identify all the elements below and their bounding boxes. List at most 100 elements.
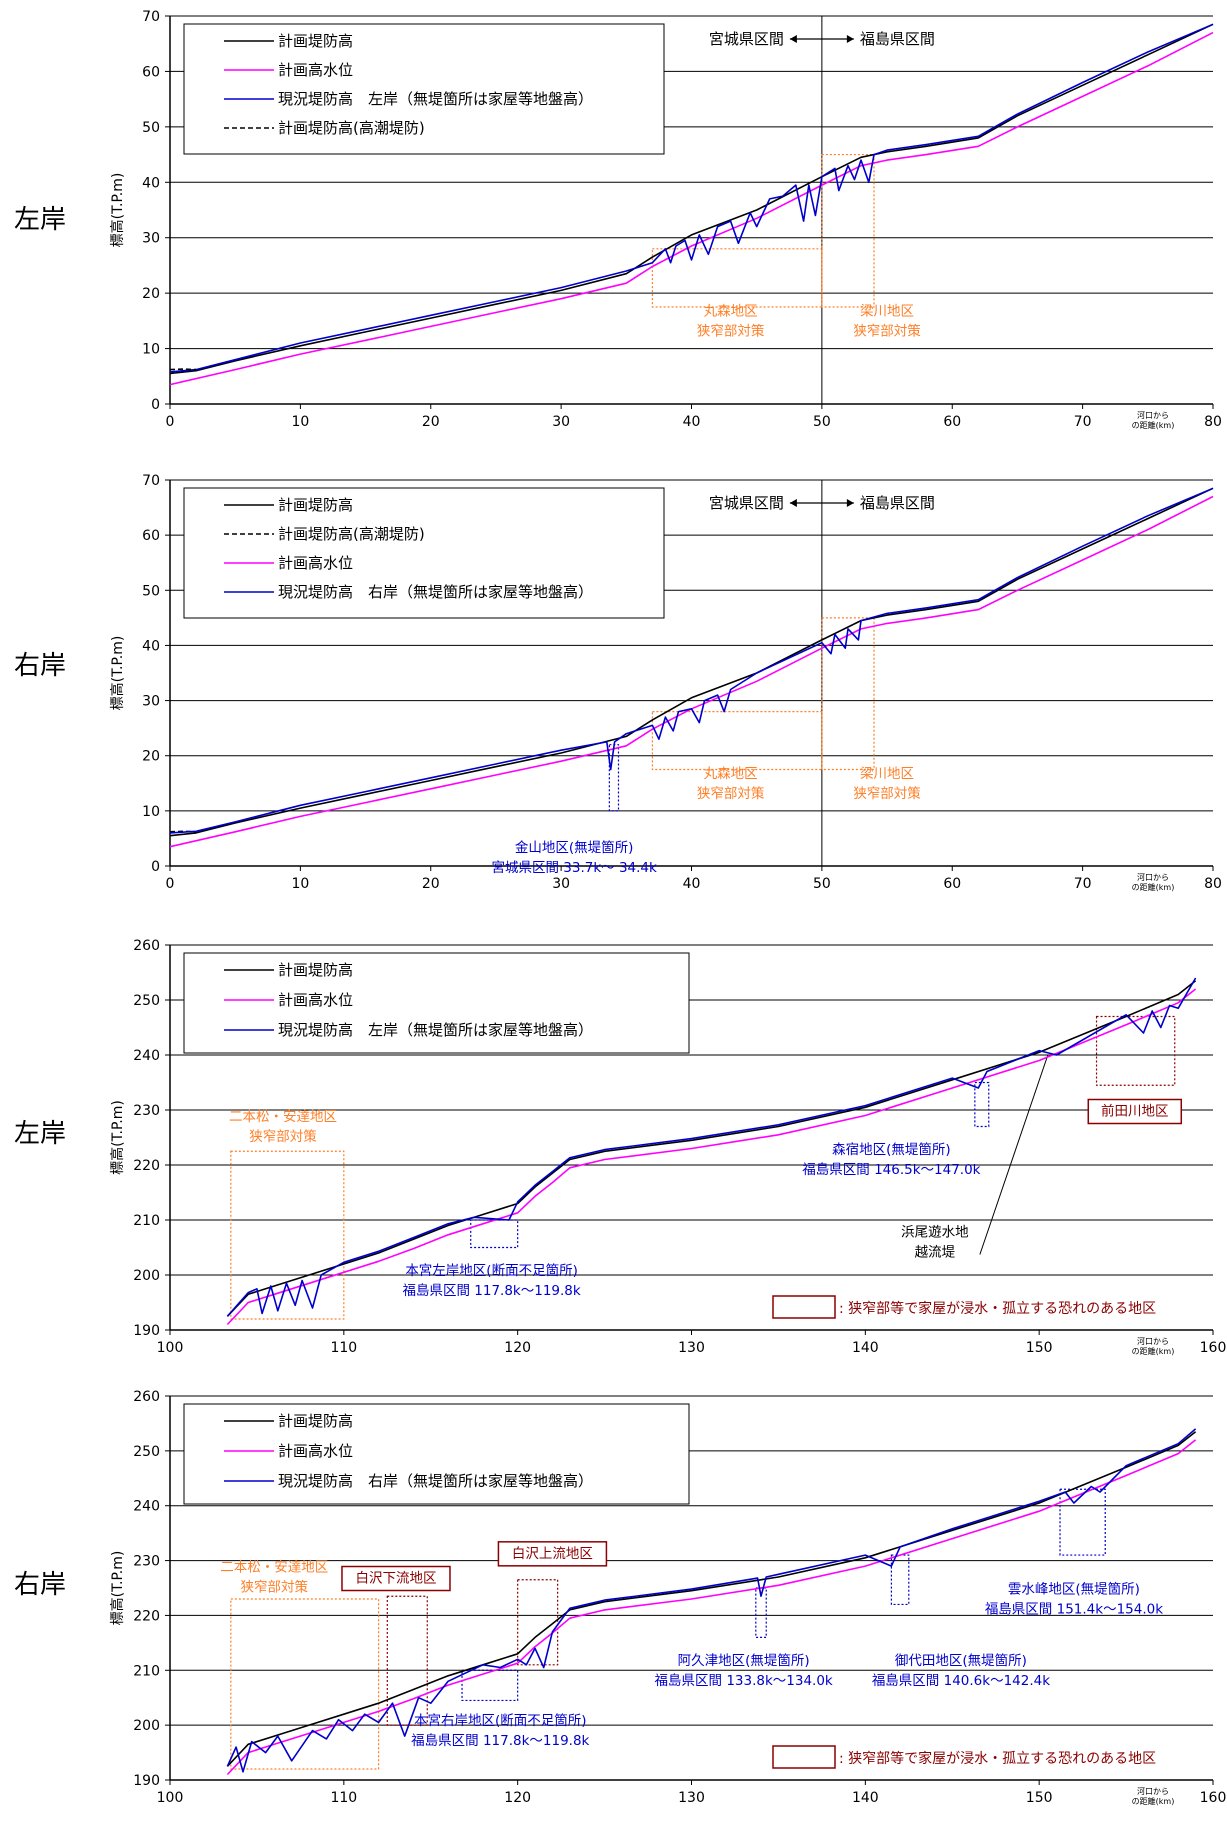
series-line-1 [169,23,1214,375]
y-tick-label: 40 [142,175,160,191]
series-line-1 [226,1431,1197,1767]
legend-label: 計画堤防高 [278,1412,353,1430]
x-tick-label: 80 [1204,414,1222,430]
key-swatch [772,1745,836,1769]
boundary-left-label: 宮城県区間 [709,494,784,512]
x-tick-label: 20 [422,876,440,892]
y-tick-label: 60 [142,64,160,80]
annotation-bracket [890,1554,910,1606]
annotation-label: 白沢上流地区 [512,1546,593,1562]
x-tick-label: 100 [157,1790,184,1806]
series-line-2 [226,988,1197,1326]
y-axis-label: 標高(T.P.m) [109,173,126,248]
x-tick-label: 110 [330,1340,357,1356]
legend-label: 現況堤防高 左岸（無堤箇所は家屋等地盤高） [278,1021,593,1039]
y-tick-label: 210 [133,1213,160,1229]
boundary-right-label: 福島県区間 [860,30,935,48]
y-tick-label: 200 [133,1718,160,1734]
legend-label: 現況堤防高 右岸（無堤箇所は家屋等地盤高） [278,583,593,601]
legend-label: 計画堤防高 [278,496,353,514]
y-tick-label: 70 [142,473,160,489]
annotation-bracket [386,1595,428,1726]
x-unit-note: の距離(km) [1132,882,1175,892]
annotation-label: 福島県区間 146.5k～147.0k [802,1162,980,1178]
x-unit-note: 河口から [1137,410,1169,420]
annotation-label: 森宿地区(無堤箇所) [832,1141,951,1158]
x-unit-note: の距離(km) [1132,420,1175,430]
annotation-label: 福島県区間 140.6k～142.4k [872,1673,1050,1689]
y-tick-label: 20 [142,286,160,302]
x-tick-label: 70 [1074,414,1092,430]
x-unit-note: 河口から [1137,1336,1169,1346]
y-tick-label: 220 [133,1158,160,1174]
x-tick-label: 60 [943,414,961,430]
annotation-label: 丸森地区 [704,303,758,319]
series-line-3 [169,23,1214,373]
annotation-label: 狭窄部対策 [853,785,921,802]
y-tick-label: 200 [133,1268,160,1284]
x-tick-label: 130 [678,1340,705,1356]
annotation-bracket [651,248,823,308]
y-tick-label: 240 [133,1048,160,1064]
annotation-label: 本宮左岸地区(断面不足箇所) [405,1262,578,1279]
annotation-label: 阿久津地区(無堤箇所) [678,1652,810,1669]
annotation-label: 浜尾遊水地 [901,1225,969,1241]
annotation-bracket [651,710,823,771]
series-line-3 [226,1428,1197,1773]
x-unit-note: 河口から [1137,872,1169,882]
annotation-label: 御代田地区(無堤箇所) [895,1652,1027,1669]
x-tick-label: 10 [291,414,309,430]
boundary-arrow-head [789,35,797,43]
y-axis-label: 標高(T.P.m) [109,636,126,711]
annotation-label: 狭窄部対策 [853,322,921,339]
y-tick-label: 70 [142,9,160,25]
x-tick-label: 150 [1026,1340,1053,1356]
annotation-label: 白沢下流地区 [355,1571,436,1587]
annotation-label: 本宮右岸地区(断面不足箇所) [414,1712,587,1729]
y-tick-label: 0 [151,859,160,875]
boundary-arrow-head [846,35,854,43]
annotation-box [341,1565,451,1592]
legend-label: 計画高水位 [278,554,353,572]
y-tick-label: 190 [133,1773,160,1789]
annotation-bracket [974,1081,990,1128]
key-note: : 狭窄部等で家屋が浸水・孤立する恐れのある地区 [839,1750,1156,1767]
y-tick-label: 220 [133,1608,160,1624]
y-tick-label: 250 [133,1444,160,1460]
x-tick-label: 140 [852,1340,879,1356]
y-tick-label: 50 [142,583,160,599]
x-tick-label: 80 [1204,876,1222,892]
x-unit-note: 河口から [1137,1786,1169,1796]
x-tick-label: 40 [683,876,701,892]
annotation-label: 狭窄部対策 [697,322,765,339]
key-note: : 狭窄部等で家屋が浸水・孤立する恐れのある地区 [839,1300,1156,1317]
series-line-1 [169,487,1214,837]
x-tick-label: 0 [166,414,175,430]
series-line-2 [169,830,197,833]
boundary-left-label: 宮城県区間 [709,30,784,48]
chart-panel-1: 左岸 0 10 20 30 40 50 60 70 0 10 20 30 40 50 60 70 80 河口からの距… [14,9,1222,430]
legend-label: 現況堤防高 左岸（無堤箇所は家屋等地盤高） [278,90,593,108]
y-axis-label: 標高(T.P.m) [109,1100,126,1175]
annotation-bracket [608,744,620,812]
legend-label: 計画高水位 [278,991,353,1009]
annotation-label: 金山地区(無堤箇所) [515,839,634,856]
y-tick-label: 260 [133,1389,160,1405]
chart-panel-2: 右岸 0 10 20 30 40 50 60 70 0 10 20 30 40 50 60 70 80 河口からの距… [14,473,1222,892]
boundary-arrow-head [789,499,797,507]
x-unit-note: の距離(km) [1132,1796,1175,1806]
side-label: 右岸 [14,651,66,681]
x-tick-label: 30 [552,876,570,892]
annotation-bracket [821,617,875,771]
series-line-2 [226,1439,1197,1776]
annotation-label: 雲水峰地区(無堤箇所) [1008,1580,1140,1597]
y-tick-label: 30 [142,231,160,247]
x-tick-label: 50 [813,876,831,892]
y-tick-label: 10 [142,342,160,358]
legend-label: 計画堤防高(高潮堤防) [278,525,425,543]
annotation-label: 宮城県区間 33.7k～ 34.4k [491,860,657,876]
key-swatch [772,1295,836,1319]
legend-label: 現況堤防高 右岸（無堤箇所は家屋等地盤高） [278,1472,593,1490]
legend-label: 計画堤防高 [278,32,353,50]
series-line-2 [169,31,1214,386]
